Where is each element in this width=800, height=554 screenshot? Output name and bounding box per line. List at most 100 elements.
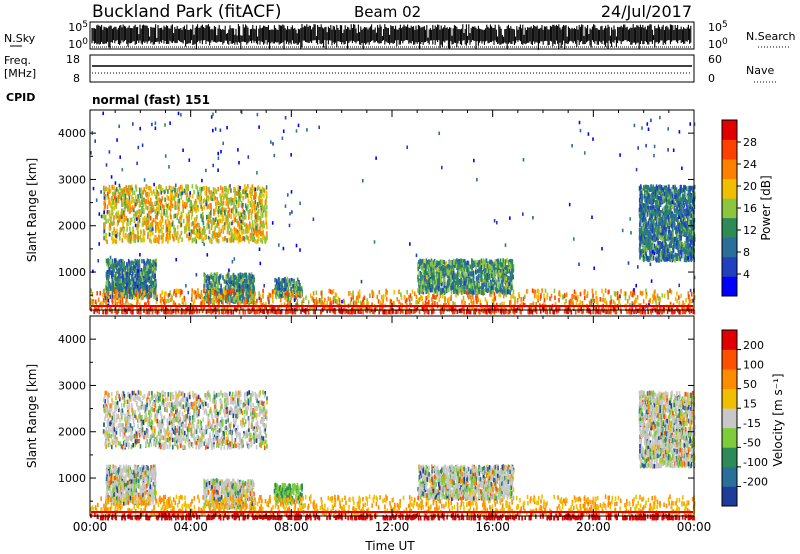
heatmap-cell — [296, 277, 299, 283]
heatmap-cell — [126, 222, 128, 227]
heatmap-cell — [404, 310, 407, 315]
heatmap-cell — [389, 298, 391, 304]
heatmap-cell — [279, 281, 282, 287]
heatmap-cell — [208, 212, 211, 217]
heatmap-cell — [219, 232, 221, 237]
heatmap-cell — [106, 309, 109, 315]
heatmap-cell — [452, 301, 454, 306]
heatmap-cell — [247, 235, 249, 241]
heatmap-cell — [478, 308, 480, 313]
heatmap-cell — [540, 293, 542, 298]
heatmap-cell — [122, 283, 125, 288]
heatmap-cell — [490, 292, 493, 298]
heatmap-cell — [194, 207, 196, 212]
heatmap-cell — [658, 310, 661, 315]
heatmap-cell — [223, 236, 226, 242]
heatmap-cell — [118, 291, 120, 296]
heatmap-cell — [181, 213, 183, 219]
heatmap-cell — [198, 228, 201, 233]
heatmap-cell — [169, 305, 172, 310]
heatmap-cell — [489, 309, 491, 314]
heatmap-cell — [229, 308, 231, 314]
heatmap-cell — [166, 227, 168, 232]
heatmap-cell — [214, 226, 216, 231]
heatmap-cell — [123, 212, 126, 218]
heatmap-cell — [233, 197, 235, 203]
heatmap-cell — [230, 227, 232, 233]
heatmap-cell — [200, 301, 202, 307]
heatmap-cell — [196, 194, 199, 199]
heatmap-cell — [110, 208, 113, 213]
heatmap-cell — [131, 205, 134, 210]
heatmap-cell — [239, 211, 241, 216]
heatmap-cell — [287, 309, 289, 314]
heatmap-cell — [624, 295, 627, 301]
heatmap-cell — [149, 259, 152, 264]
heatmap-cell — [199, 227, 202, 232]
heatmap-cell — [155, 186, 157, 191]
heatmap-cell — [253, 277, 255, 282]
heatmap-cell — [358, 290, 361, 296]
heatmap-cell — [119, 236, 121, 241]
heatmap-cell — [145, 286, 147, 291]
heatmap-cell — [124, 204, 127, 210]
heatmap-cell — [121, 293, 124, 299]
heatmap-cell — [159, 293, 162, 299]
heatmap-cell — [117, 216, 119, 221]
heatmap-cell — [124, 265, 127, 271]
heatmap-cell — [135, 184, 137, 190]
heatmap-cell — [150, 205, 153, 211]
heatmap-cell — [113, 220, 115, 226]
heatmap-cell — [655, 298, 657, 304]
heatmap-cell — [149, 200, 152, 206]
heatmap-cell — [253, 186, 256, 191]
heatmap-cell — [229, 277, 231, 282]
heatmap-cell — [235, 285, 237, 290]
heatmap-cell — [678, 301, 681, 306]
heatmap-cell — [154, 278, 157, 284]
heatmap-cell — [113, 262, 116, 267]
heatmap-cell — [260, 231, 262, 237]
heatmap-cell — [515, 308, 518, 313]
heatmap-cell — [184, 201, 187, 207]
heatmap-cell — [427, 310, 430, 315]
heatmap-cell — [139, 234, 142, 240]
heatmap-cell — [227, 210, 230, 215]
heatmap-cell — [259, 219, 262, 224]
heatmap-cell — [265, 220, 267, 226]
heatmap-cell — [235, 197, 237, 202]
heatmap-cell — [193, 309, 195, 314]
heatmap-cell — [126, 276, 129, 282]
heatmap-cell — [141, 191, 143, 196]
heatmap-cell — [151, 259, 154, 265]
heatmap-cell — [136, 223, 139, 229]
heatmap-cell — [102, 309, 104, 315]
heatmap-cell — [533, 293, 536, 299]
heatmap-cell — [147, 301, 150, 306]
heatmap-cell — [129, 220, 131, 226]
heatmap-cell — [357, 295, 359, 300]
heatmap-cell — [572, 294, 575, 299]
heatmap-cell — [140, 283, 143, 289]
heatmap-cell — [272, 299, 274, 304]
heatmap-cell — [206, 214, 208, 220]
heatmap-cell — [180, 217, 182, 222]
heatmap-cell — [633, 301, 635, 306]
heatmap-cell — [328, 288, 331, 294]
heatmap-cell — [247, 225, 249, 230]
heatmap-cell — [123, 191, 126, 197]
heatmap-cell — [256, 309, 258, 314]
heatmap-cell — [121, 218, 123, 223]
heatmap-cell — [254, 208, 256, 213]
heatmap-cell — [546, 310, 548, 315]
heatmap-cell — [213, 231, 216, 236]
heatmap-cell — [262, 309, 264, 314]
heatmap-cell — [244, 310, 246, 315]
heatmap-cell — [608, 309, 610, 315]
heatmap-cell — [147, 277, 149, 283]
heatmap-cell — [128, 284, 130, 289]
heatmap-cell — [220, 283, 222, 289]
heatmap-cell — [105, 186, 107, 191]
heatmap-cell — [201, 212, 204, 217]
heatmap-cell — [126, 273, 129, 279]
